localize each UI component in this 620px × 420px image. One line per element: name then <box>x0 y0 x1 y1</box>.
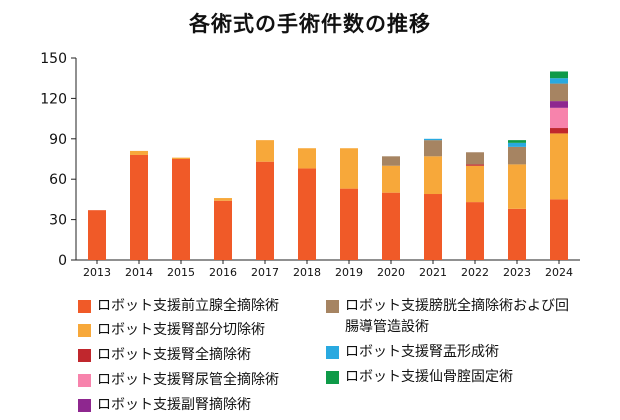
bar-segment <box>466 202 484 260</box>
x-tick-label: 2021 <box>419 266 447 279</box>
bar-segment <box>382 156 400 166</box>
bar-segment <box>550 199 568 260</box>
bar-segment <box>550 101 568 108</box>
bar-segment <box>256 161 274 260</box>
bar-segment <box>466 164 484 166</box>
bar-segment <box>424 156 442 195</box>
bar-segment <box>88 210 106 260</box>
bar-segment <box>130 150 148 155</box>
y-tick-label: 60 <box>49 172 67 188</box>
x-tick-label: 2022 <box>461 266 489 279</box>
x-tick-label: 2013 <box>83 266 111 279</box>
bar-segment <box>550 78 568 84</box>
bar-segment <box>172 159 190 260</box>
x-tick-label: 2014 <box>125 266 153 279</box>
x-tick-label: 2015 <box>167 266 195 279</box>
bar-segment <box>382 165 400 193</box>
bar-segment <box>508 146 526 165</box>
bar-segment <box>214 198 232 201</box>
bar-segment <box>298 148 316 169</box>
x-tick-label: 2024 <box>545 266 573 279</box>
bar-segment <box>298 168 316 260</box>
x-tick-label: 2017 <box>251 266 279 279</box>
x-tick-label: 2016 <box>209 266 237 279</box>
bar-segment <box>130 154 148 260</box>
x-tick-label: 2023 <box>503 266 531 279</box>
bar-segment <box>550 71 568 79</box>
bar-segment <box>550 83 568 102</box>
bar-segment <box>466 152 484 165</box>
y-tick-label: 0 <box>58 253 67 269</box>
y-tick-label: 150 <box>40 51 67 67</box>
bar-segment <box>172 157 190 159</box>
bar-segment <box>508 140 526 143</box>
bar-segment <box>550 107 568 129</box>
bar-segment <box>256 140 274 162</box>
bar-segment <box>382 192 400 260</box>
y-tick-label: 120 <box>40 91 67 107</box>
bar-segment <box>214 200 232 260</box>
y-tick-label: 90 <box>49 132 67 148</box>
bar-segment <box>508 164 526 209</box>
x-tick-label: 2019 <box>335 266 363 279</box>
x-tick-label: 2020 <box>377 266 405 279</box>
bar-segment <box>340 188 358 260</box>
bar-segment <box>340 148 358 189</box>
bar-segment <box>508 142 526 147</box>
x-tick-label: 2018 <box>293 266 321 279</box>
bar-segment <box>424 194 442 260</box>
bar-segment <box>424 140 442 157</box>
bar-segment <box>508 208 526 260</box>
bar-segment <box>424 138 442 141</box>
bar-segment <box>466 165 484 203</box>
bar-segment <box>550 133 568 200</box>
bar-segment <box>550 128 568 134</box>
chart-title: 各術式の手術件数の推移 <box>189 12 431 36</box>
y-tick-label: 30 <box>49 213 67 229</box>
